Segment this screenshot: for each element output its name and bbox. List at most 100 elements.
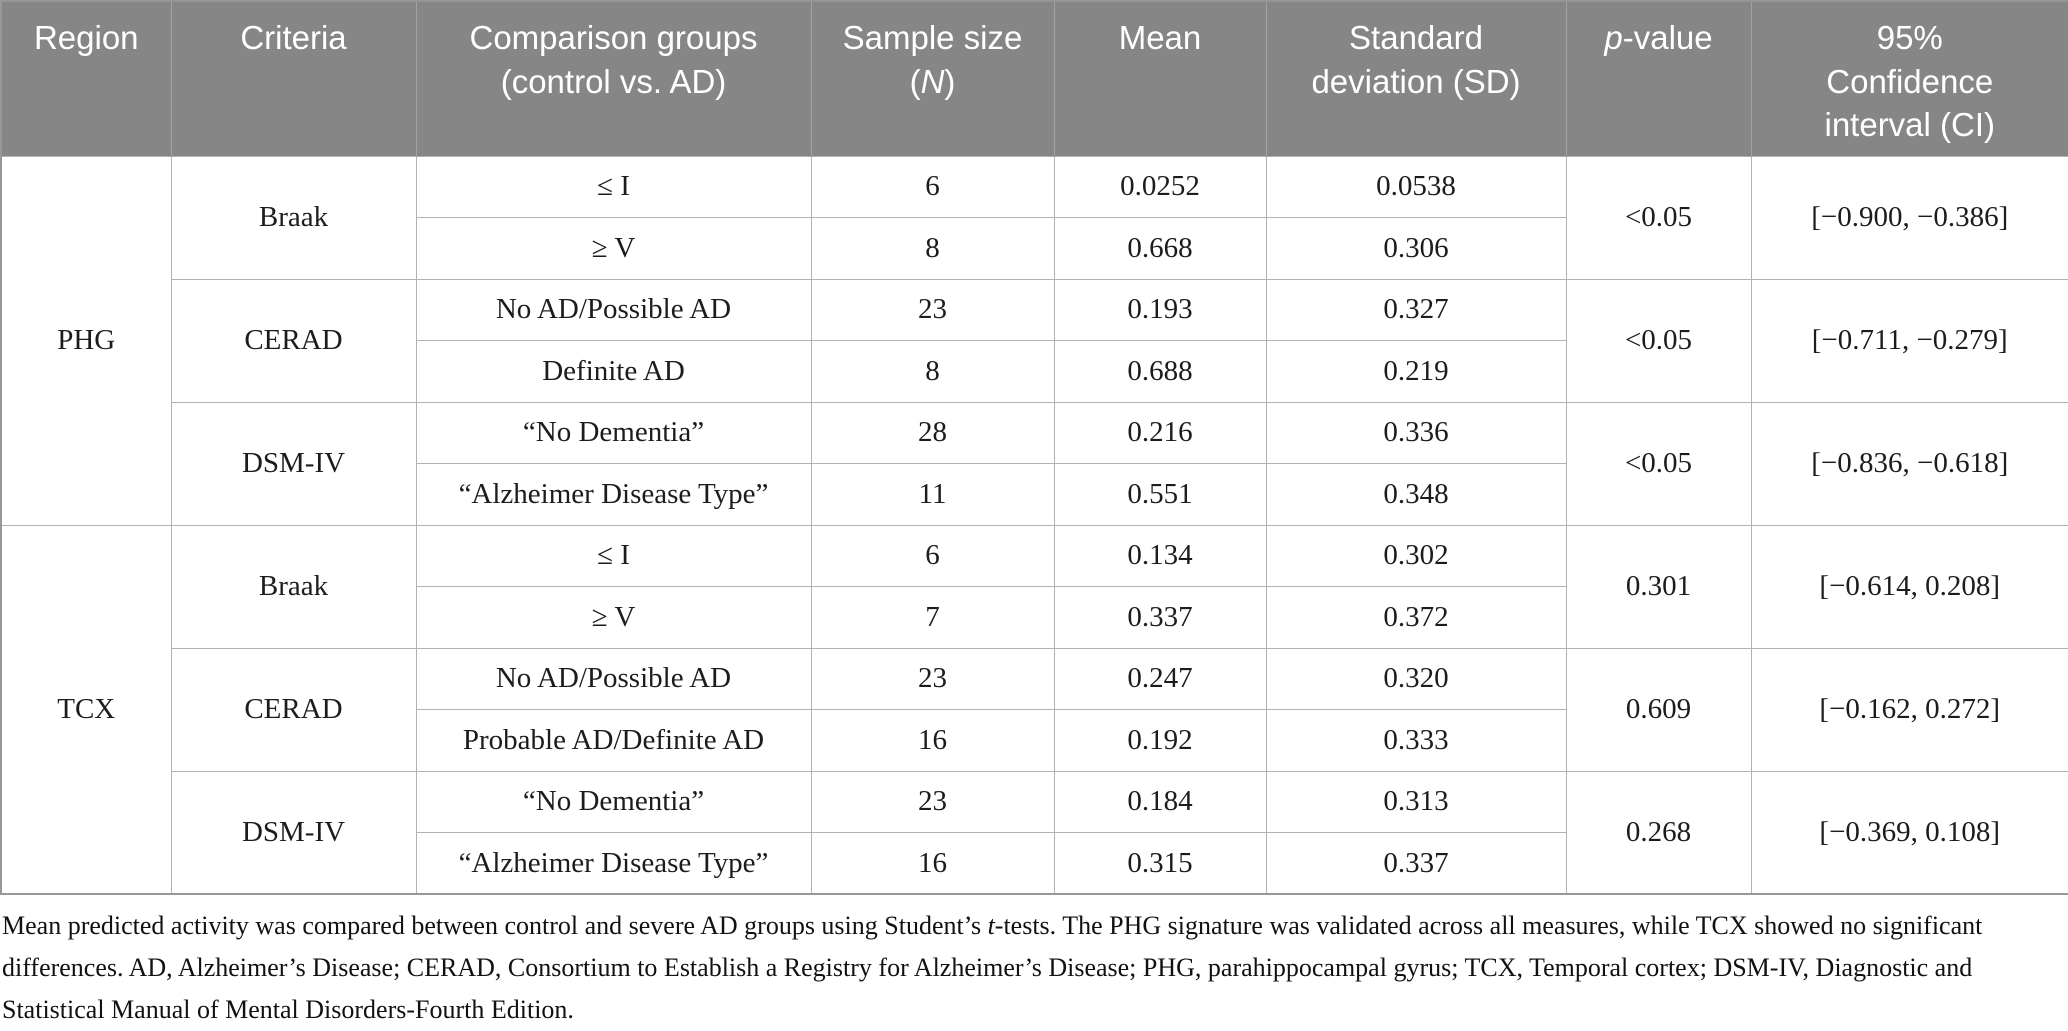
footnote-part1: Mean predicted activity was compared bet… [2, 911, 988, 940]
cell-group: ≤ I [415, 524, 812, 587]
table-row: ≥ V 8 0.668 0.306 [1, 217, 2068, 280]
table-row: Probable AD/Definite AD 16 0.192 0.333 [1, 709, 2068, 772]
cell-region: TCX [0, 524, 172, 895]
cell-mean: 0.247 [1053, 647, 1267, 710]
col-header-ci-line2: Confidence [1826, 62, 1994, 100]
cell-mean: 0.134 [1053, 524, 1267, 587]
p-rest: -value [1622, 19, 1713, 56]
cell-group: Definite AD [415, 340, 812, 403]
cell-p-value: 0.268 [1565, 770, 1752, 895]
header-row: Region Criteria Comparison groups (contr… [1, 1, 2068, 156]
col-header-sample-size-line1: Sample size [842, 19, 1023, 56]
cell-ci: [−0.711, −0.279] [1750, 278, 2068, 403]
cell-sd: 0.302 [1265, 524, 1567, 587]
cell-group: “No Dementia” [415, 770, 812, 833]
cell-p-value: 0.609 [1565, 647, 1752, 772]
col-header-sd-line2: deviation (SD) [1311, 62, 1521, 100]
cell-criteria: DSM-IV [170, 401, 417, 526]
cell-mean: 0.192 [1053, 709, 1267, 772]
cell-mean: 0.668 [1053, 217, 1267, 280]
col-header-criteria-label: Criteria [240, 19, 347, 56]
cell-n: 23 [810, 647, 1055, 710]
col-header-sample-size: Sample size (N) [811, 1, 1055, 156]
cell-sd: 0.306 [1265, 217, 1567, 280]
cell-ci: [−0.614, 0.208] [1750, 524, 2068, 649]
paren-close: ) [944, 62, 956, 100]
cell-sd: 0.219 [1265, 340, 1567, 403]
table-row: DSM-IV “No Dementia” 28 0.216 0.336 <0.0… [1, 401, 2068, 526]
table-row: CERAD No AD/Possible AD 23 0.193 0.327 <… [1, 278, 2068, 403]
cell-n: 28 [810, 401, 1055, 464]
paren-open: ( [909, 62, 921, 100]
footnote-italic-t: t [987, 911, 995, 940]
col-header-p-value: p-value [1566, 1, 1752, 156]
cell-n: 7 [810, 586, 1055, 649]
table-row: DSM-IV “No Dementia” 23 0.184 0.313 0.26… [1, 770, 2068, 895]
col-header-comparison-groups: Comparison groups (control vs. AD) [416, 1, 812, 156]
cell-group: Probable AD/Definite AD [415, 709, 812, 772]
col-header-region: Region [1, 1, 172, 156]
cell-n: 6 [810, 524, 1055, 587]
cell-sd: 0.372 [1265, 586, 1567, 649]
cell-group: ≥ V [415, 586, 812, 649]
cell-mean: 0.216 [1053, 401, 1267, 464]
cell-sd: 0.348 [1265, 463, 1567, 526]
cell-n: 8 [810, 340, 1055, 403]
cell-mean: 0.551 [1053, 463, 1267, 526]
cell-criteria: CERAD [170, 278, 417, 403]
cell-sd: 0.0538 [1265, 155, 1567, 218]
cell-ci: [−0.369, 0.108] [1750, 770, 2068, 895]
cell-ci: [−0.900, −0.386] [1750, 155, 2068, 280]
cell-mean: 0.0252 [1053, 155, 1267, 218]
cell-group: ≤ I [415, 155, 812, 218]
col-header-mean-label: Mean [1118, 19, 1202, 56]
cell-group: No AD/Possible AD [415, 278, 812, 341]
col-header-sample-size-line2: (N) [818, 60, 1048, 104]
table-row: ≥ V 7 0.337 0.372 [1, 586, 2068, 649]
cell-sd: 0.333 [1265, 709, 1567, 772]
cell-ci: [−0.836, −0.618] [1750, 401, 2068, 526]
col-header-ci-line3: interval (CI) [1824, 106, 1996, 144]
col-header-comparison-line1: Comparison groups [469, 19, 758, 56]
col-header-ci: 95% Confidence interval (CI) [1751, 1, 2068, 156]
cell-n: 16 [810, 709, 1055, 772]
cell-p-value: <0.05 [1565, 278, 1752, 403]
table-row: TCX Braak ≤ I 6 0.134 0.302 0.301 [−0.61… [0, 524, 2068, 895]
cell-sd: 0.336 [1265, 401, 1567, 464]
cell-mean: 0.193 [1053, 278, 1267, 341]
sample-size-n: N [920, 62, 945, 100]
col-header-p-value-label: p-value [1604, 19, 1712, 56]
cell-mean: 0.337 [1053, 586, 1267, 649]
table-footnote: Mean predicted activity was compared bet… [2, 905, 2064, 1031]
cell-n: 16 [810, 832, 1055, 895]
cell-mean: 0.315 [1053, 832, 1267, 895]
cell-sd: 0.327 [1265, 278, 1567, 341]
cell-criteria: CERAD [170, 647, 417, 772]
cell-criteria: Braak [170, 155, 417, 280]
cell-group: No AD/Possible AD [415, 647, 812, 710]
col-header-ci-line1: 95% [1876, 19, 1943, 56]
table-row: PHG Braak ≤ I 6 0.0252 0.0538 <0.05 [−0.… [0, 155, 2068, 526]
cell-n: 8 [810, 217, 1055, 280]
cell-group: “Alzheimer Disease Type” [415, 832, 812, 895]
cell-n: 23 [810, 278, 1055, 341]
col-header-region-label: Region [33, 19, 139, 56]
cell-mean: 0.688 [1053, 340, 1267, 403]
cell-n: 23 [810, 770, 1055, 833]
footnote-part2: -tests. The PHG signature was validated … [2, 911, 1983, 1024]
col-header-comparison-line2: (control vs. AD) [500, 62, 727, 100]
cell-criteria: DSM-IV [170, 770, 417, 895]
cell-criteria: Braak [170, 524, 417, 649]
cell-sd: 0.337 [1265, 832, 1567, 895]
table-row: “Alzheimer Disease Type” 11 0.551 0.348 [1, 463, 2068, 526]
col-header-mean: Mean [1054, 1, 1267, 156]
cell-n: 11 [810, 463, 1055, 526]
cell-p-value: <0.05 [1565, 401, 1752, 526]
cell-p-value: 0.301 [1565, 524, 1752, 649]
table-row: Definite AD 8 0.688 0.219 [1, 340, 2068, 403]
col-header-sd: Standard deviation (SD) [1266, 1, 1567, 156]
cell-n: 6 [810, 155, 1055, 218]
cell-p-value: <0.05 [1565, 155, 1752, 280]
cell-mean: 0.184 [1053, 770, 1267, 833]
